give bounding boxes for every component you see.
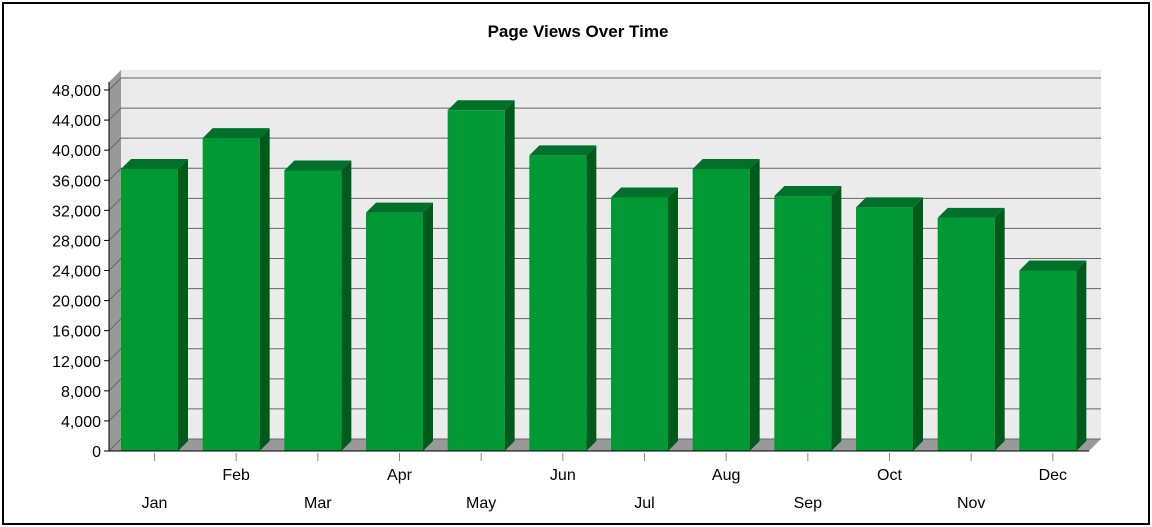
y-tick-label: 8,000 bbox=[61, 384, 101, 401]
x-tick-label: Nov bbox=[957, 495, 985, 512]
bar-front bbox=[856, 207, 913, 451]
bar-side bbox=[178, 158, 188, 451]
y-tick-label: 48,000 bbox=[52, 83, 101, 100]
bar-apr bbox=[366, 202, 433, 451]
y-tick-label: 4,000 bbox=[61, 414, 101, 431]
plot-floor bbox=[109, 439, 1101, 451]
bar-front bbox=[1019, 270, 1077, 451]
bar-front bbox=[366, 212, 423, 451]
bar-top bbox=[1019, 260, 1087, 271]
y-tick-label: 28,000 bbox=[52, 233, 101, 250]
bar-top bbox=[366, 202, 433, 213]
bar-dec bbox=[1019, 260, 1087, 451]
bar-side bbox=[259, 128, 270, 451]
grid-line bbox=[108, 107, 1101, 121]
x-tick-label: Feb bbox=[222, 467, 250, 484]
y-tick-label: 40,000 bbox=[52, 143, 101, 160]
bar-nov bbox=[937, 207, 1005, 451]
bar-jun bbox=[529, 145, 597, 451]
bar-jan bbox=[121, 158, 188, 451]
bar-top bbox=[692, 158, 760, 169]
bar-front bbox=[202, 138, 260, 451]
bar-top bbox=[284, 160, 352, 171]
bar-side bbox=[994, 207, 1005, 451]
bar-side bbox=[423, 202, 433, 451]
x-tick-label: Aug bbox=[712, 467, 740, 484]
bar-front bbox=[692, 168, 750, 451]
bar-side bbox=[1076, 260, 1087, 451]
bar-oct bbox=[856, 197, 923, 451]
bar-top bbox=[447, 100, 515, 111]
bar-side bbox=[831, 186, 842, 451]
bar-jul bbox=[611, 187, 678, 451]
bar-front bbox=[121, 168, 178, 451]
grid-line bbox=[108, 167, 1101, 181]
y-tick-label: 16,000 bbox=[52, 324, 101, 341]
bar-side bbox=[668, 187, 678, 451]
bar-chart: 0 4,000 8,000 12,000 16,000 20,000 24,000 28,00… bbox=[52, 70, 1101, 512]
x-tick-label: Jul bbox=[634, 495, 654, 512]
grid-line bbox=[108, 137, 1101, 151]
bar-top bbox=[937, 207, 1005, 218]
y-tick-label: 12,000 bbox=[52, 354, 101, 371]
bar-may bbox=[447, 100, 515, 452]
y-axis: 0 4,000 8,000 12,000 16,000 20,000 24,000 28,00… bbox=[52, 82, 110, 461]
chart-title: Page Views Over Time bbox=[487, 22, 669, 41]
x-tick-label: May bbox=[466, 495, 496, 512]
x-tick-label: Sep bbox=[794, 495, 823, 512]
x-tick-label: Oct bbox=[877, 467, 902, 484]
y-tick-label: 36,000 bbox=[52, 173, 101, 190]
bar-top bbox=[202, 128, 270, 139]
x-tick-label: Jan bbox=[142, 495, 168, 512]
bar-top bbox=[121, 158, 188, 169]
x-tick-label: Apr bbox=[387, 467, 413, 484]
bar-front bbox=[774, 196, 832, 451]
x-axis: Jan Feb Mar Apr May Jun Jul Aug Sep Oct Nov Dec bbox=[109, 450, 1089, 512]
x-tick-label: Dec bbox=[1039, 467, 1067, 484]
bar-side bbox=[913, 197, 923, 451]
bar-side bbox=[749, 158, 760, 451]
bar-front bbox=[611, 197, 668, 451]
bars bbox=[121, 100, 1087, 452]
bar-top bbox=[856, 197, 923, 208]
grid-line bbox=[108, 77, 1101, 91]
bar-side bbox=[504, 100, 515, 452]
bar-front bbox=[529, 155, 587, 451]
bar-mar bbox=[284, 160, 352, 452]
x-tick-label: Jun bbox=[550, 467, 576, 484]
bar-aug bbox=[692, 158, 760, 451]
bar-top bbox=[529, 145, 597, 156]
bar-feb bbox=[202, 128, 270, 451]
y-tick-label: 24,000 bbox=[52, 264, 101, 281]
bar-front bbox=[937, 217, 995, 451]
bar-side bbox=[341, 160, 352, 452]
x-tick-label: Mar bbox=[304, 495, 332, 512]
bar-sep bbox=[774, 186, 842, 451]
y-tick-label: 32,000 bbox=[52, 203, 101, 220]
bar-front bbox=[447, 110, 505, 452]
y-tick-label: 20,000 bbox=[52, 294, 101, 311]
plot-left-wall bbox=[109, 70, 121, 451]
bar-top bbox=[611, 187, 678, 198]
y-tick-label: 44,000 bbox=[52, 113, 101, 130]
bar-top bbox=[774, 186, 842, 197]
y-tick-label: 0 bbox=[92, 444, 101, 461]
bar-front bbox=[284, 170, 342, 452]
bar-side bbox=[586, 145, 597, 451]
